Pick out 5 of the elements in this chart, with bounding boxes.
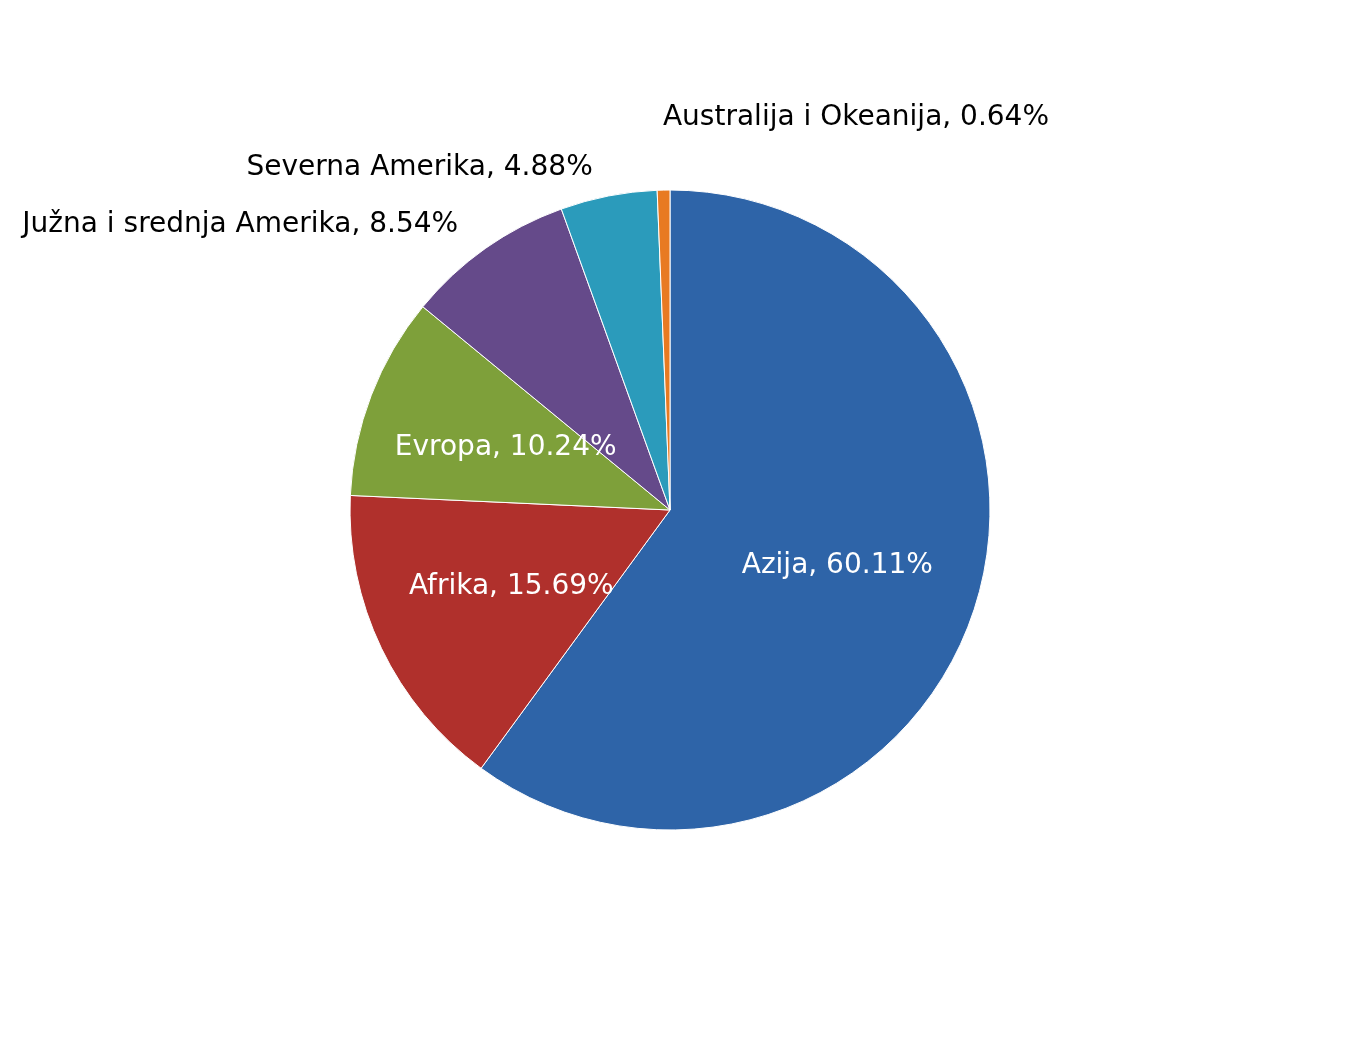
slice-label: Australija i Okeanija, 0.64% (662, 98, 1050, 132)
slice-label: Afrika, 15.69% (408, 568, 614, 602)
slice-label: Azija, 60.11% (741, 546, 933, 580)
slice-label: Severna Amerika, 4.88% (246, 148, 593, 182)
slice-label: Južna i srednja Amerika, 8.54% (20, 206, 459, 240)
